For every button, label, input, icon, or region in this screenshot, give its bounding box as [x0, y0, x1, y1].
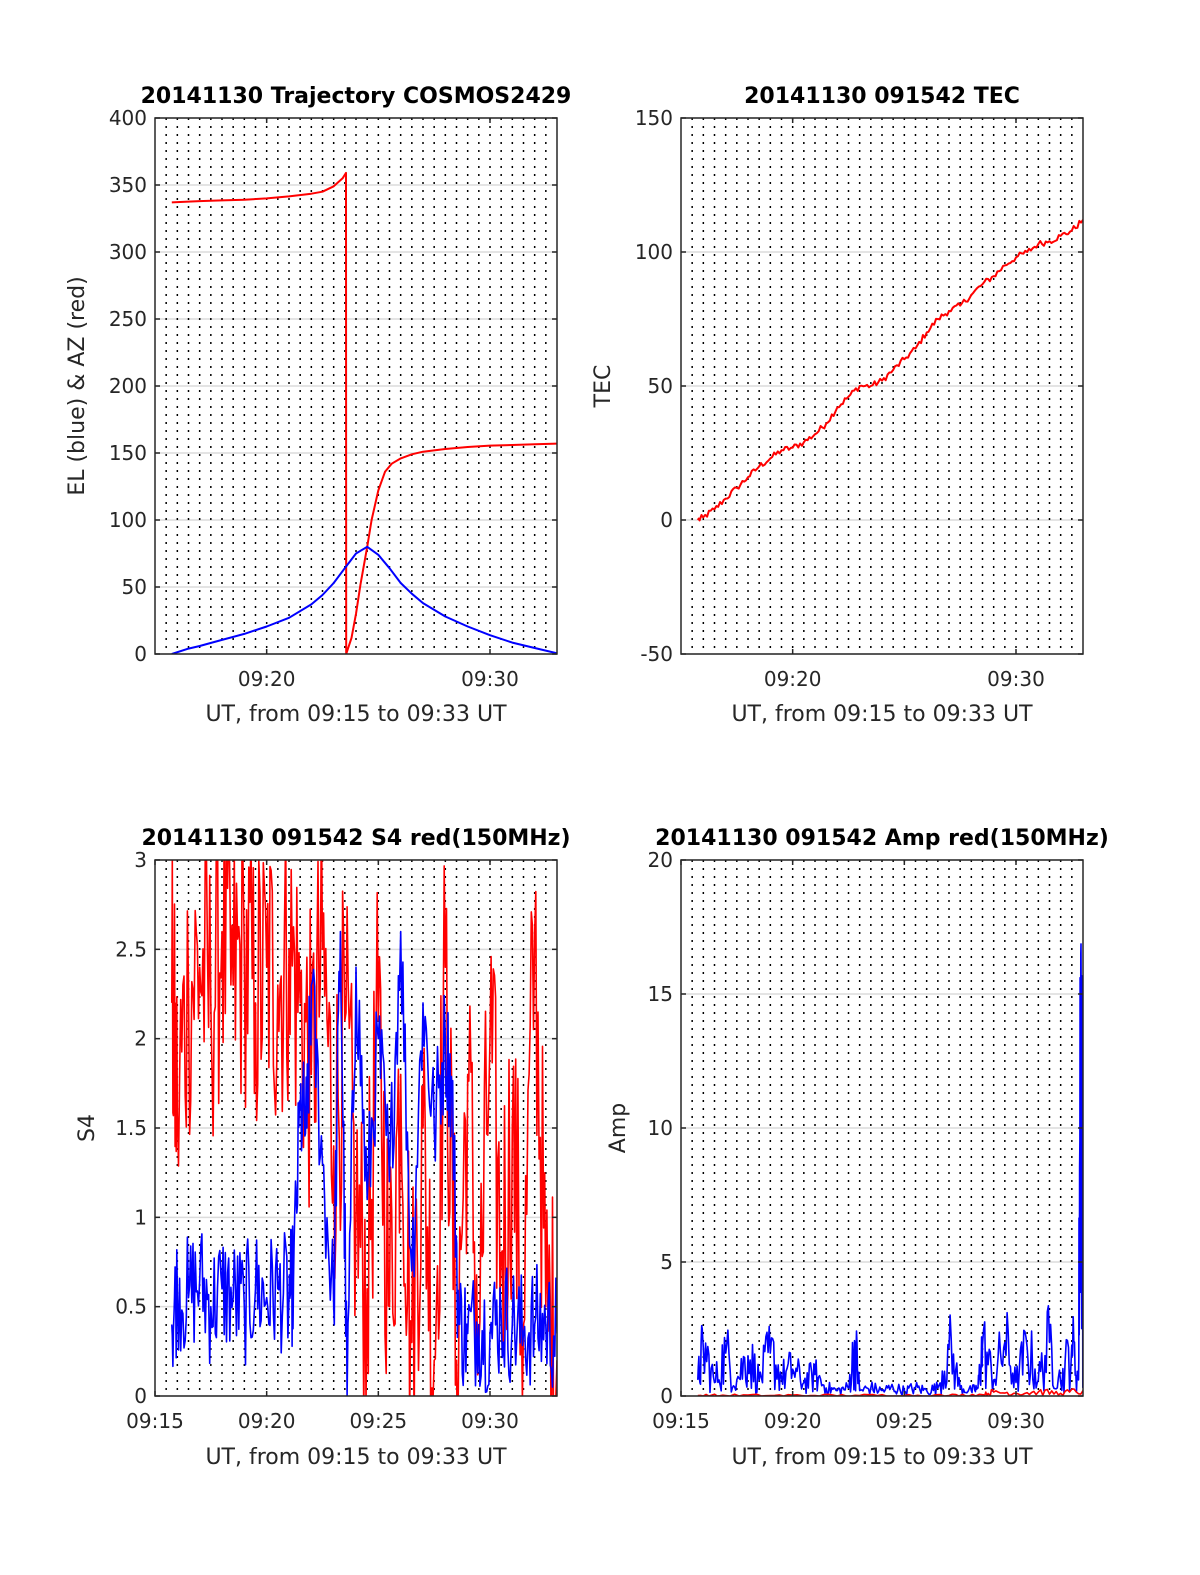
s4-ylabel: S4: [75, 1114, 100, 1142]
amp-xtick-label: 09:20: [764, 1409, 822, 1433]
trajectory-ytick-label: 350: [109, 173, 147, 197]
amp-ytick-label: 5: [660, 1250, 673, 1274]
s4-chart: 20141130 091542 S4 red(150MHz) UT, from …: [75, 826, 571, 1470]
s4-ytick-label: 2: [134, 1027, 147, 1051]
s4-xtick-label: 09:25: [350, 1409, 408, 1433]
trajectory-xtick-label: 09:20: [238, 667, 296, 691]
amp-chart: 20141130 091542 Amp red(150MHz) UT, from…: [606, 826, 1109, 1470]
amp-xlabel: UT, from 09:15 to 09:33 UT: [731, 1445, 1033, 1470]
amp-ytick-label: 20: [648, 848, 673, 872]
s4-xtick-label: 09:15: [126, 1409, 184, 1433]
amp-ylabel: Amp: [606, 1103, 631, 1153]
trajectory-chart: 20141130 Trajectory COSMOS2429 UT, from …: [65, 84, 571, 727]
trajectory-ytick-label: 250: [109, 307, 147, 331]
s4-title: 20141130 091542 S4 red(150MHz): [141, 826, 570, 851]
amp-title: 20141130 091542 Amp red(150MHz): [655, 826, 1109, 851]
trajectory-ytick-label: 50: [122, 575, 147, 599]
amp-xtick-label: 09:30: [987, 1409, 1045, 1433]
trajectory-ytick-label: 200: [109, 374, 147, 398]
tec-ytick-label: 150: [635, 106, 673, 130]
tec-title: 20141130 091542 TEC: [744, 84, 1020, 109]
amp-ytick-label: 15: [648, 982, 673, 1006]
tec-ytick-label: -50: [640, 642, 673, 666]
tec-xtick-label: 09:20: [764, 667, 822, 691]
tec-ytick-label: 0: [660, 508, 673, 532]
trajectory-series-0: [171, 171, 557, 654]
tec-xlabel: UT, from 09:15 to 09:33 UT: [731, 702, 1033, 727]
amp-xtick-label: 09:15: [652, 1409, 710, 1433]
s4-ytick-label: 0: [134, 1384, 147, 1408]
s4-ytick-label: 1: [134, 1205, 147, 1229]
amp-ytick-label: 0: [660, 1384, 673, 1408]
trajectory-ytick-label: 300: [109, 240, 147, 264]
s4-ytick-label: 2.5: [115, 937, 147, 961]
amp-xtick-label: 09:25: [876, 1409, 934, 1433]
trajectory-ytick-label: 0: [134, 642, 147, 666]
s4-xtick-label: 09:20: [238, 1409, 296, 1433]
trajectory-ytick-label: 400: [109, 106, 147, 130]
tec-ytick-label: 100: [635, 240, 673, 264]
tec-ytick-label: 50: [648, 374, 673, 398]
trajectory-xlabel: UT, from 09:15 to 09:33 UT: [205, 702, 507, 727]
trajectory-ylabel: EL (blue) & AZ (red): [65, 276, 90, 495]
tec-xtick-label: 09:30: [987, 667, 1045, 691]
tec-ylabel: TEC: [591, 365, 616, 409]
s4-ytick-label: 3: [134, 848, 147, 872]
trajectory-series-1: [171, 545, 557, 654]
tec-chart: 20141130 091542 TEC UT, from 09:15 to 09…: [591, 84, 1084, 727]
trajectory-xtick-label: 09:30: [461, 667, 519, 691]
s4-xlabel: UT, from 09:15 to 09:33 UT: [205, 1445, 507, 1470]
s4-ytick-label: 1.5: [115, 1116, 147, 1140]
tec-series-0: [696, 219, 1083, 522]
s4-ytick-label: 0.5: [115, 1295, 147, 1319]
trajectory-ytick-label: 150: [109, 441, 147, 465]
s4-xtick-label: 09:30: [461, 1409, 519, 1433]
s4-series-0: [171, 860, 557, 1396]
s4-series-1: [171, 930, 557, 1396]
trajectory-ytick-label: 100: [109, 508, 147, 532]
trajectory-title: 20141130 Trajectory COSMOS2429: [141, 84, 572, 109]
amp-ytick-label: 10: [648, 1116, 673, 1140]
amp-series-0: [697, 943, 1083, 1396]
